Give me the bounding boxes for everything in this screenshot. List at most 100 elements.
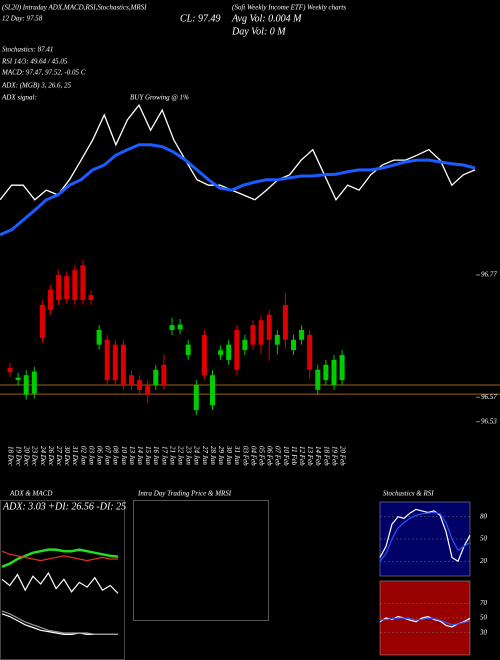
x-tick-label: 19 Dec xyxy=(14,446,22,467)
x-tick-label: 16 Jan xyxy=(152,446,160,465)
candle-body xyxy=(169,325,175,330)
candle-body xyxy=(112,344,118,381)
candle-body xyxy=(104,339,110,381)
x-tick-label: 13 Jan xyxy=(128,446,136,465)
candle-body xyxy=(185,344,191,356)
x-tick-label: 26 Dec xyxy=(47,446,55,467)
candle-body xyxy=(201,334,207,376)
y-tick-label: 80 xyxy=(480,512,488,520)
candle-body xyxy=(129,375,134,385)
candle-body xyxy=(15,377,21,381)
candle-body xyxy=(96,330,102,345)
y-tick-label: 50 xyxy=(480,614,488,622)
candle-body xyxy=(282,304,288,340)
line xyxy=(0,143,476,237)
candle-body xyxy=(31,371,37,394)
line xyxy=(0,103,476,202)
header-text: Stochastics: 87.41 xyxy=(2,46,53,54)
header-text: RSI 14/3: 49.64 / 45.05 xyxy=(1,58,68,66)
line xyxy=(1,571,119,594)
x-tick-label: 07 Jan xyxy=(104,446,112,465)
candle-body xyxy=(315,369,321,390)
x-tick-label: 06 Feb xyxy=(266,446,274,466)
x-tick-label: 03 Feb xyxy=(241,446,249,466)
header-text: ADX signal: xyxy=(1,94,37,102)
x-tick-label: 02 Jan xyxy=(79,446,87,465)
x-tick-label: 23 Dec xyxy=(31,446,39,467)
x-tick-label: 20 Feb xyxy=(338,446,346,466)
x-tick-label: 31 Jan xyxy=(233,445,241,465)
x-tick-label: 20 Dec xyxy=(23,446,31,467)
x-tick-label: 03 Jan xyxy=(87,446,95,465)
x-tick-label: 04 Feb xyxy=(249,446,257,466)
candle-body xyxy=(307,334,313,370)
x-tick-label: 19 Feb xyxy=(330,446,338,466)
x-tick-label: 27 Jan xyxy=(201,446,209,465)
intraday-frame xyxy=(133,500,269,621)
candle-body xyxy=(299,330,305,340)
header-text: (SL20) Intraday ADX,MACD,RSI,Stochastics… xyxy=(2,4,147,12)
line xyxy=(1,548,119,568)
candle-body xyxy=(80,265,86,301)
x-tick-label: 13 Feb xyxy=(306,446,314,466)
y-tick-label: 20 xyxy=(480,557,488,565)
line xyxy=(379,508,471,563)
x-tick-label: 12 Feb xyxy=(298,446,306,466)
candle-body xyxy=(39,304,45,338)
candle-body xyxy=(266,314,272,340)
candle-body xyxy=(145,385,151,395)
x-tick-label: 08 Jan xyxy=(112,446,120,465)
y-tick-label: 70 xyxy=(480,599,488,607)
y-tick-label: 50 xyxy=(480,535,488,543)
panel-title: Intra Day Trading Price & MRSI xyxy=(137,490,232,498)
x-tick-label: 10 Jan xyxy=(120,446,128,465)
header-text: (Sofi Weekly Income ETF) Weekly charts xyxy=(232,4,346,12)
candle-body xyxy=(274,334,280,345)
candle-body xyxy=(242,339,248,351)
candle-body xyxy=(339,355,345,381)
x-tick-label: 05 Feb xyxy=(257,446,265,466)
close-price: CL: 97.49 xyxy=(180,13,221,24)
line xyxy=(379,617,471,626)
candle-body xyxy=(258,320,264,345)
candle-body xyxy=(323,364,329,381)
candle-body xyxy=(210,375,215,406)
candle-body xyxy=(177,324,183,330)
x-tick-label: 14 Jan xyxy=(136,446,144,465)
candle-body xyxy=(161,364,167,385)
header-text: 12 Day: 97.58 xyxy=(2,15,43,23)
x-tick-label: 10 Feb xyxy=(282,446,290,466)
x-tick-label: 21 Jan xyxy=(168,446,176,465)
avg-volume: Avg Vol: 0.004 M xyxy=(231,13,302,24)
header-text: ADX: (MGB) 3, 26.6, 25 xyxy=(1,82,72,90)
panel-subtitle: ADX: 3.03 +DI: 26.56 -DI: 25 xyxy=(2,501,126,512)
candle-body xyxy=(226,344,232,360)
x-tick-label: 18 Feb xyxy=(322,446,330,466)
y-tick-label: 96.77 xyxy=(481,271,497,279)
x-tick-label: 18 Dec xyxy=(6,446,14,467)
x-tick-label: 22 Jan xyxy=(176,446,184,465)
signal-text: BUY Growing @ 1% xyxy=(130,94,189,102)
y-tick-label: 96.53 xyxy=(481,417,497,425)
candle-body xyxy=(331,359,337,385)
x-tick-label: 31 Dec xyxy=(71,445,79,467)
x-tick-label: 30 Dec xyxy=(63,445,71,467)
x-tick-label: 11 Feb xyxy=(290,446,298,466)
candle-body xyxy=(64,276,70,299)
header-text: MACD: 97.47, 97.52, -0.05 C xyxy=(1,69,86,77)
candle-body xyxy=(137,380,143,390)
candle-body xyxy=(72,270,78,301)
x-tick-label: 24 Dec xyxy=(39,446,47,467)
x-tick-label: 29 Jan xyxy=(217,446,225,465)
line xyxy=(1,550,118,562)
y-tick-label: 96.57 xyxy=(481,393,497,401)
x-tick-label: 27 Dec xyxy=(55,446,63,467)
x-tick-label: 06 Jan xyxy=(95,446,103,465)
candle-body xyxy=(291,339,296,351)
x-tick-label: 07 Feb xyxy=(274,446,282,466)
candle-body xyxy=(218,350,224,356)
x-tick-label: 15 Jan xyxy=(144,446,152,465)
x-tick-label: 14 Feb xyxy=(314,446,322,466)
candle-body xyxy=(193,385,199,411)
